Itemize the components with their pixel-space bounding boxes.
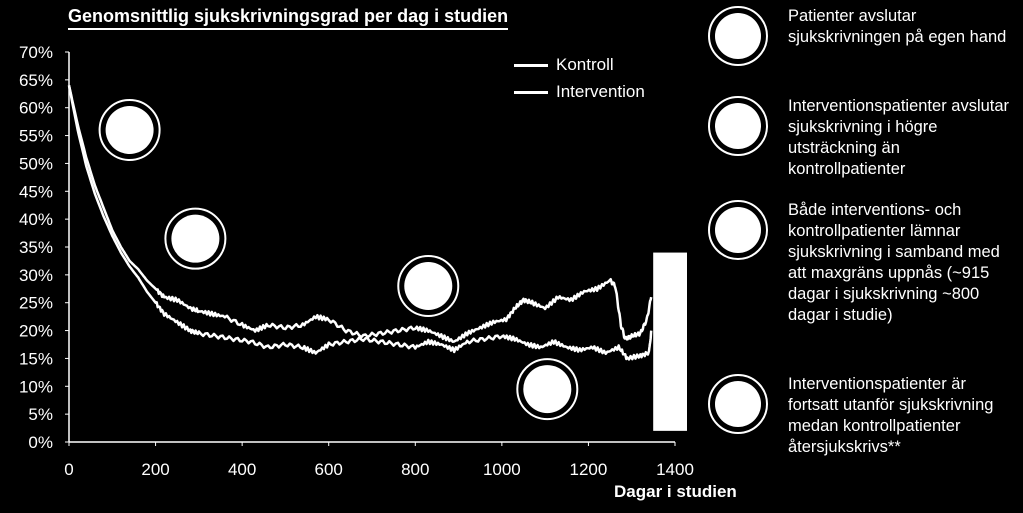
y-tick-label: 35% [19,238,53,257]
note-1-circle-icon [708,6,768,66]
x-tick-label: 1400 [656,460,694,479]
end-period-bar [653,252,687,431]
legend-label-intervention: Intervention [556,82,645,101]
annotation-marker-3 [404,262,453,310]
series-line-kontroll [67,85,653,343]
y-tick-label: 50% [19,154,53,173]
y-tick-label: 45% [19,182,53,201]
x-tick-label: 0 [64,460,73,479]
annotation-marker-4 [523,365,572,414]
legend-label-kontroll: Kontroll [556,55,614,74]
x-tick-label: 1000 [483,460,521,479]
legend-item-kontroll: Kontroll [514,55,614,75]
annotation-marker-1 [105,106,154,154]
y-tick-label: 15% [19,349,53,368]
x-tick-label: 600 [315,460,343,479]
legend-line-kontroll [514,63,548,67]
y-tick-label: 10% [19,377,53,396]
x-tick-label: 400 [228,460,256,479]
y-tick-label: 0% [28,433,53,452]
note-2-circle-icon [708,96,768,156]
x-tick-label: 800 [401,460,429,479]
chart-title: Genomsnittlig sjukskrivningsgrad per dag… [68,6,509,30]
y-tick-label: 70% [19,43,53,62]
y-tick-label: 5% [28,405,53,424]
note-1-text: Patienter avslutar sjukskrivningen på eg… [788,7,1007,46]
note-4-text: Interventionspatienter är fortsatt utanf… [788,375,994,456]
y-tick-label: 20% [19,322,53,341]
y-tick-label: 25% [19,294,53,313]
x-tick-label: 1200 [570,460,608,479]
note-4-circle-icon [708,374,768,434]
annotation-marker-2 [171,214,220,263]
y-tick-label: 55% [19,127,53,146]
note-3-text: Både interventions- och kontrollpatiente… [788,201,1000,324]
x-axis-label: Dagar i studien [614,482,737,501]
series-line-intervention [67,85,653,361]
note-2-text: Interventionspatienter avslutar sjukskri… [788,97,1010,178]
note-3-circle-icon [708,200,768,260]
legend-item-intervention: Intervention [514,82,645,102]
y-tick-label: 30% [19,266,53,285]
y-tick-label: 60% [19,99,53,118]
y-tick-label: 40% [19,210,53,229]
y-tick-label: 65% [19,71,53,90]
x-tick-label: 200 [141,460,169,479]
legend-line-intervention [514,90,548,94]
